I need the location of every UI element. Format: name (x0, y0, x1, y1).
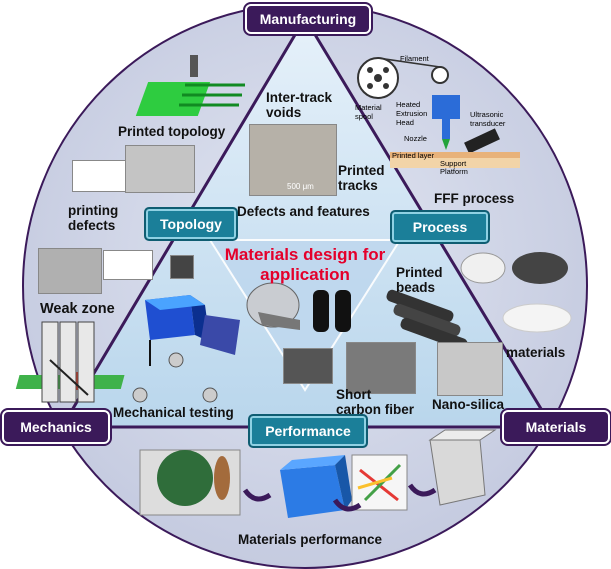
helmet-image (246, 282, 300, 330)
scale-bar-label: 500 μm (287, 182, 314, 191)
materials-box: Materials (502, 410, 610, 444)
black-powder-image (512, 252, 568, 284)
printed-topology-label: Printed topology (118, 124, 226, 139)
defects-features-label: Defects and features (237, 204, 370, 219)
process-box: Process (390, 210, 490, 244)
fiber-cube-image (351, 454, 408, 511)
center-title: Materials design for application (224, 245, 386, 284)
weak-zone-cylinders (41, 321, 95, 403)
mechanical-testing-label: Mechanical testing (113, 405, 234, 420)
printing-defects-label: printing defects (68, 203, 119, 233)
printed-layer-text: Printed layer (392, 151, 435, 160)
curved-arrow (407, 483, 437, 497)
inter-track-voids-photo (249, 124, 337, 196)
weak-zone-label: Weak zone (40, 301, 115, 317)
heated-head-text: Heated Extrusion Head (396, 100, 428, 127)
curved-arrow (242, 488, 272, 502)
inter-track-voids-label: Inter-track voids (266, 90, 333, 120)
topology-box: Topology (144, 207, 238, 241)
carbon-fiber-photo (346, 342, 416, 394)
materials-small-label: materials (506, 345, 566, 360)
mini-cubes-photo (170, 255, 194, 279)
mechanics-cube (145, 295, 240, 355)
porous-cube-image (428, 429, 497, 506)
short-carbon-fiber-label: Short carbon fiber (336, 387, 415, 417)
mechanics-box: Mechanics (2, 410, 110, 444)
nozzle-text: Nozzle (404, 134, 427, 143)
ellipse-pattern-photo (72, 160, 126, 192)
white-powder-image (460, 252, 506, 284)
weak-zone-ellipses (103, 250, 153, 280)
shin-guard-image (313, 290, 351, 332)
curved-arrow (332, 498, 362, 512)
manufacturing-box: Manufacturing (245, 4, 371, 34)
ultrasonic-text: Ultrasonic transducer (470, 110, 506, 128)
printed-beads-label: Printed beads (396, 265, 443, 295)
materials-performance-label: Materials performance (238, 532, 383, 547)
beads-pile-image (502, 303, 572, 333)
blue-block-image (280, 455, 352, 518)
performance-box: Performance (248, 414, 368, 448)
filament-text: Filament (400, 54, 429, 63)
support-platform-text: Support Platform (440, 159, 468, 176)
printing-defect-photo (125, 145, 195, 193)
printed-topology-image (135, 55, 245, 116)
printed-tracks-label: Printed tracks (338, 163, 385, 193)
weak-zone-photo (38, 248, 102, 294)
nano-silica-photo (437, 342, 503, 396)
fff-process-label: FFF process (434, 191, 515, 206)
fff-schematic (357, 57, 520, 168)
lattice-structure-photo (283, 348, 333, 384)
sphere-impact-image (139, 449, 241, 516)
nano-silica-label: Nano-silica (432, 397, 505, 412)
material-spool-text: Material spool (355, 103, 382, 121)
